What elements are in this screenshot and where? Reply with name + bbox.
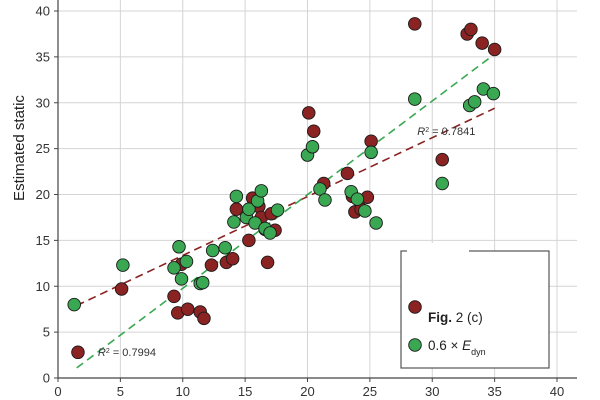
legend-fig-suffix: 2 (c): [452, 310, 483, 325]
point-series-1: [227, 215, 241, 229]
point-series-0: [242, 233, 256, 248]
point-series-0: [260, 255, 275, 270]
point-series-1: [435, 176, 449, 191]
r2-label-0: R2 = 0.7841: [417, 126, 475, 138]
y-axis-title: Estimated static: [11, 95, 28, 201]
point-series-1: [116, 258, 130, 272]
point-series-1: [242, 202, 256, 216]
legend-entry-1-var: E: [462, 338, 472, 353]
x-tick-label: 15: [238, 384, 252, 399]
point-series-0: [435, 152, 449, 167]
point-series-1: [174, 272, 189, 286]
legend-swatch-1: [408, 338, 422, 352]
point-series-0: [229, 202, 244, 216]
point-series-1: [486, 86, 501, 101]
x-tick-label: 20: [300, 384, 314, 399]
legend-entry-0-line2: Fig. 2 (c): [428, 310, 483, 325]
x-tick-label: 25: [363, 384, 377, 399]
y-tick-label: 35: [36, 49, 50, 64]
y-tick-label: 20: [36, 187, 50, 202]
labels: 0 5 10 15 20 25 30 35 40 0 5 10 15 20 25 30 35 40 R2 = 0.7…: [36, 4, 565, 400]
point-series-1: [263, 226, 277, 240]
point-series-0: [306, 124, 321, 138]
legend-title-bg: [407, 243, 469, 259]
point-series-1: [318, 193, 332, 207]
y-tick-label: 0: [43, 371, 50, 386]
y-tick-label: 30: [36, 95, 50, 110]
y-tick-label: 10: [36, 279, 50, 294]
x-tick-label: 30: [425, 384, 439, 399]
fit-line-1: [76, 53, 496, 369]
point-series-0: [71, 345, 85, 360]
point-series-1: [172, 240, 186, 254]
legend-swatch-0: [408, 300, 422, 314]
point-series-0: [487, 42, 502, 57]
point-series-1: [167, 261, 181, 275]
point-series-1: [179, 254, 194, 269]
point-series-1: [254, 184, 269, 198]
point-series-0: [197, 311, 211, 326]
x-tick-label: 40: [550, 384, 564, 399]
point-series-1: [205, 243, 220, 258]
point-series-1: [305, 140, 320, 154]
point-series-1: [350, 192, 365, 206]
data-points: [67, 17, 502, 360]
point-series-1: [270, 203, 285, 217]
point-series-0: [204, 258, 219, 272]
x-tick-label: 35: [487, 384, 501, 399]
point-series-0: [475, 36, 489, 50]
y-tick-label: 15: [36, 233, 50, 248]
r2-label-1: R2 = 0.7994: [98, 347, 156, 359]
axes: [54, 0, 577, 382]
point-series-1: [67, 297, 81, 312]
point-series-1: [467, 95, 482, 109]
point-series-1: [229, 189, 244, 204]
legend-fig-ref: Fig.: [428, 310, 452, 325]
legend-entry-1-prefix: 0.6 ×: [428, 338, 462, 353]
fit-lines: [76, 53, 496, 369]
point-series-1: [218, 240, 232, 255]
point-series-0: [408, 17, 422, 31]
point-series-0: [464, 22, 478, 37]
legend-entry-1: 0.6 × Edyn: [428, 338, 486, 357]
point-series-1: [364, 145, 378, 160]
point-series-1: [369, 216, 383, 230]
legend: Fig. 2 (c) 0.6 × Edyn: [400, 243, 550, 369]
point-series-1: [408, 92, 422, 106]
point-series-0: [114, 282, 129, 296]
point-series-0: [225, 251, 240, 266]
x-tick-label: 0: [54, 384, 61, 399]
y-tick-label: 25: [36, 141, 50, 156]
point-series-0: [340, 166, 355, 181]
x-tick-label: 5: [117, 384, 124, 399]
legend-box: [400, 250, 550, 369]
point-series-1: [195, 275, 210, 290]
point-series-1: [313, 182, 327, 196]
point-series-0: [301, 106, 316, 120]
y-tick-label: 40: [36, 4, 50, 19]
x-tick-label: 10: [176, 384, 190, 399]
point-series-0: [180, 302, 195, 316]
point-series-1: [358, 204, 372, 218]
point-series-0: [167, 289, 181, 304]
y-tick-label: 5: [43, 325, 50, 340]
legend-entry-1-sub: dyn: [471, 347, 486, 357]
